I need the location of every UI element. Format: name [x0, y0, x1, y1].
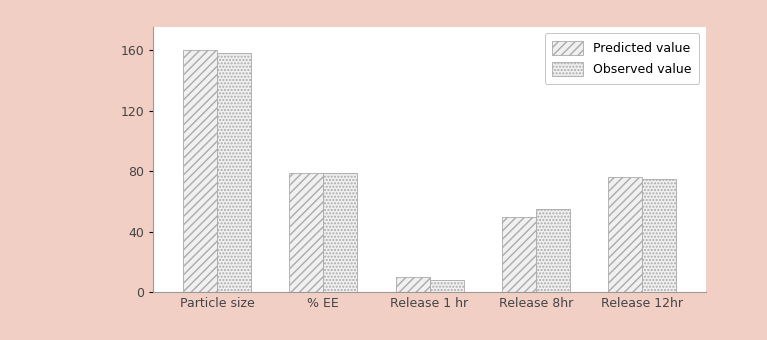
Bar [535, 209, 570, 292]
Bar [642, 179, 676, 292]
Bar [217, 53, 251, 292]
Bar [289, 173, 324, 292]
Bar [324, 173, 357, 292]
Bar [396, 277, 430, 292]
Bar [502, 217, 535, 292]
Bar [608, 177, 642, 292]
Legend: Predicted value, Observed value: Predicted value, Observed value [545, 33, 700, 84]
Bar [183, 50, 217, 292]
Bar [430, 280, 463, 292]
